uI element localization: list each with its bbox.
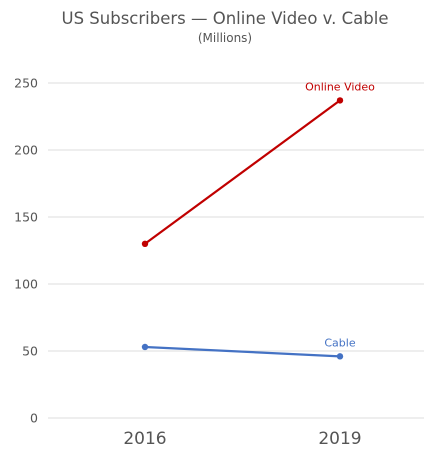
data-point-cable-2016 xyxy=(141,343,149,351)
chart-title: US Subscribers — Online Video v. Cable xyxy=(62,9,389,28)
series-line-online-video xyxy=(144,99,341,245)
y-tick-label: 100 xyxy=(14,277,38,292)
x-axis-ticks: 2016 2019 xyxy=(123,429,361,449)
data-point-online-video-2019 xyxy=(336,97,344,104)
y-tick-label: 50 xyxy=(22,344,38,359)
series-label-online-video: Online Video xyxy=(305,80,375,93)
series-cable: Cable xyxy=(141,336,356,360)
series-online-video: Online Video xyxy=(141,80,375,247)
y-tick-label: 150 xyxy=(14,210,38,225)
gridlines xyxy=(48,82,424,419)
y-tick-label: 200 xyxy=(14,143,38,158)
chart-subtitle: (Millions) xyxy=(198,31,252,45)
series-label-cable: Cable xyxy=(324,336,355,349)
y-tick-label: 0 xyxy=(30,411,38,426)
x-tick-label: 2019 xyxy=(318,429,361,449)
y-tick-label: 250 xyxy=(14,76,38,91)
x-tick-label: 2016 xyxy=(123,429,166,449)
y-axis-ticks: 0 50 100 150 200 250 xyxy=(14,76,38,426)
data-point-cable-2019 xyxy=(336,353,344,360)
data-point-online-video-2016 xyxy=(141,240,149,247)
series-group: Online Video Cable xyxy=(141,80,375,360)
series-line-cable xyxy=(144,345,341,358)
